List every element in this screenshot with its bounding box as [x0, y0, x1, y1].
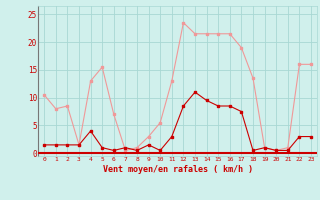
- X-axis label: Vent moyen/en rafales ( km/h ): Vent moyen/en rafales ( km/h ): [103, 165, 252, 174]
